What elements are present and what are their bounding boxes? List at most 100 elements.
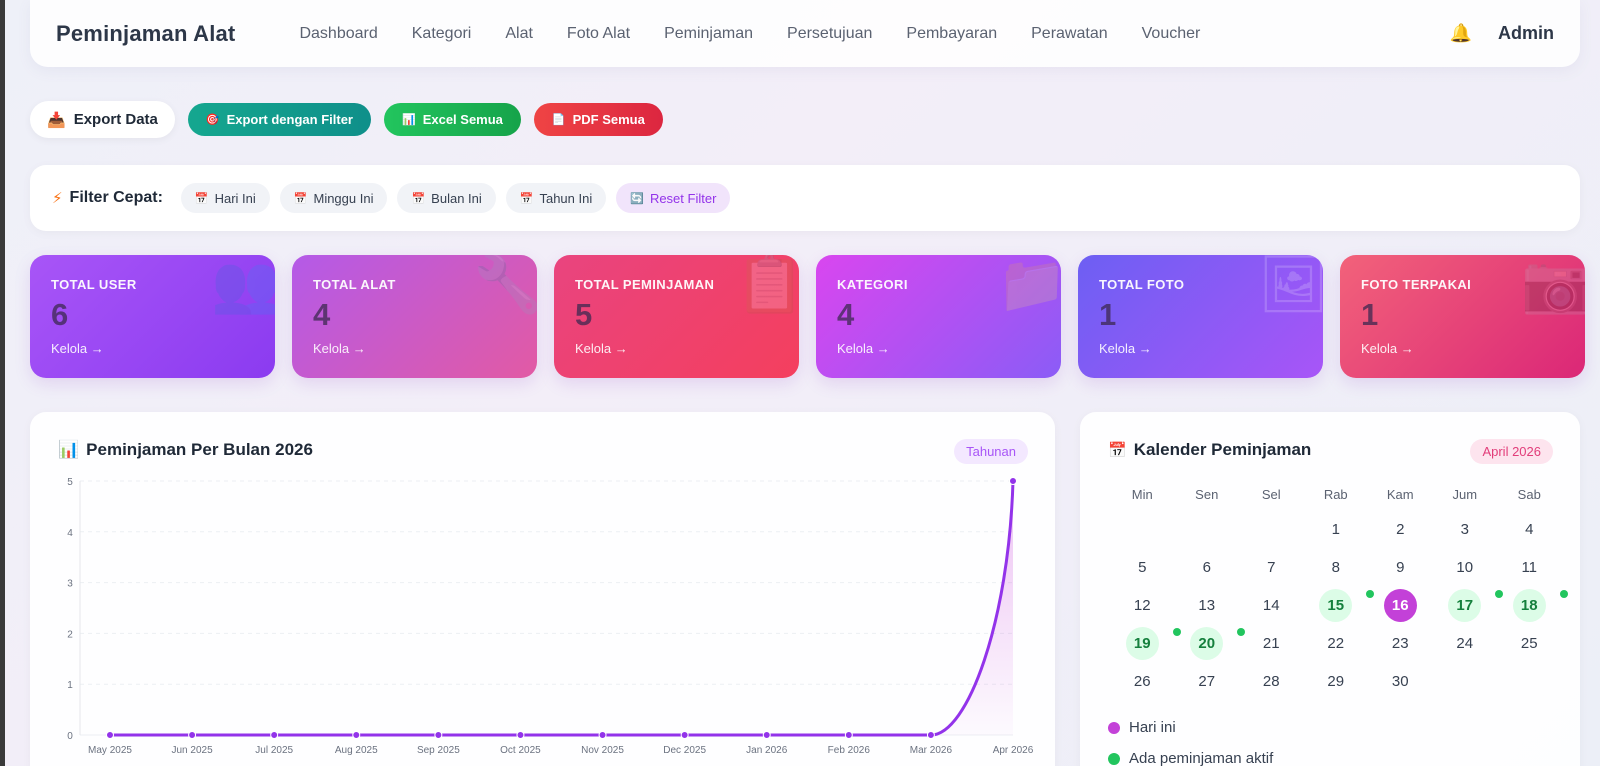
export-label: 📥 Export Data [30, 101, 175, 138]
calendar-day[interactable]: 28 [1239, 662, 1304, 700]
calendar-day[interactable]: 25 [1497, 624, 1562, 662]
y-tick-label: 1 [67, 680, 73, 691]
calendar-day[interactable]: 7 [1239, 548, 1304, 586]
loans-line-chart: 0 1 2 3 4 5 May 2025 Jun 2025 Jul 2025 Aug 2025 Se… [67, 477, 1034, 756]
calendar-day[interactable]: 11 [1497, 548, 1562, 586]
filter-chip-week[interactable]: 📅 Minggu Ini [279, 183, 388, 213]
nav-link-foto-alat[interactable]: Foto Alat [566, 24, 631, 42]
calendar-day[interactable]: 26 [1110, 662, 1175, 700]
card-manage-link[interactable]: Kelola → [313, 341, 366, 356]
calendar-icon: 📅 [1108, 442, 1127, 459]
stat-card-total-user[interactable]: 👥 TOTAL USER 6 Kelola → [30, 255, 275, 378]
card-label: TOTAL FOTO [1099, 277, 1185, 292]
calendar-day[interactable]: 10 [1433, 548, 1498, 586]
calendar-day-number: 3 [1460, 520, 1469, 538]
wrench-icon: 🔧 [473, 255, 537, 315]
calendar-day-number: 10 [1456, 558, 1474, 576]
filter-chip-month[interactable]: 📅 Bulan Ini [397, 183, 496, 213]
export-filter-label: Export dengan Filter [226, 112, 353, 127]
calendar-day[interactable]: 3 [1433, 510, 1498, 548]
nav-links: Dashboard Kategori Alat Foto Alat Peminj… [282, 25, 1217, 43]
calendar-day-today[interactable]: 16 [1368, 586, 1433, 624]
chart-period-badge[interactable]: Tahunan [954, 439, 1028, 464]
nav-link-dashboard[interactable]: Dashboard [299, 24, 378, 42]
x-tick-label: Jun 2025 [172, 745, 214, 756]
weekday-header: Jum [1452, 486, 1478, 502]
calendar-month-badge[interactable]: April 2026 [1470, 439, 1553, 464]
excel-all-button[interactable]: 📊 Excel Semua [383, 103, 521, 136]
calendar-day[interactable]: 15 [1304, 586, 1374, 624]
filter-chip-year[interactable]: 📅 Tahun Ini [505, 183, 607, 213]
reset-filter-label: Reset Filter [649, 190, 717, 206]
weekday-header: Sab [1517, 486, 1541, 502]
calendar-day-number: 20 [1190, 626, 1224, 660]
download-tray-icon: 📥 [47, 111, 66, 129]
nav-link-alat[interactable]: Alat [505, 24, 533, 42]
card-manage-link[interactable]: Kelola → [575, 341, 628, 356]
nav-link-pembayaran[interactable]: Pembayaran [906, 24, 998, 42]
nav-link-persetujuan[interactable]: Persetujuan [787, 24, 873, 42]
x-tick-label: Jul 2025 [255, 745, 293, 756]
calendar-day[interactable]: 14 [1239, 586, 1304, 624]
calendar-day[interactable]: 29 [1304, 662, 1369, 700]
export-filter-button[interactable]: 🎯 Export dengan Filter [187, 103, 371, 136]
calendar-day[interactable]: 5 [1110, 548, 1175, 586]
card-manage-link[interactable]: Kelola → [1361, 341, 1414, 356]
calendar-day[interactable]: 13 [1175, 586, 1240, 624]
calendar-day[interactable]: 19 [1110, 624, 1181, 662]
navbar: Peminjaman Alat Dashboard Kategori Alat … [30, 0, 1580, 67]
y-tick-label: 5 [67, 477, 73, 488]
calendar-day-number: 6 [1202, 558, 1211, 576]
card-manage-link[interactable]: Kelola → [837, 341, 890, 356]
calendar-day[interactable]: 23 [1368, 624, 1433, 662]
calendar-day-number: 27 [1198, 672, 1216, 690]
calendar-day-number: 24 [1456, 634, 1474, 652]
nav-link-peminjaman[interactable]: Peminjaman [664, 24, 754, 42]
calendar-day[interactable]: 20 [1175, 624, 1245, 662]
stat-card-total-foto[interactable]: 🖼 TOTAL FOTO 1 Kelola → [1078, 255, 1323, 378]
calendar-day[interactable]: 27 [1175, 662, 1240, 700]
nav-link-kategori[interactable]: Kategori [411, 24, 472, 42]
calendar-day[interactable]: 24 [1433, 624, 1498, 662]
stat-card-kategori[interactable]: 📁 KATEGORI 4 Kelola → [816, 255, 1061, 378]
y-tick-label: 2 [67, 629, 73, 640]
calendar-day-number: 18 [1512, 588, 1546, 622]
bell-icon[interactable]: 🔔 [1449, 23, 1472, 43]
calendar-day[interactable]: 22 [1304, 624, 1369, 662]
filter-chip-today[interactable]: 📅 Hari Ini [180, 183, 270, 213]
calendar-day[interactable]: 6 [1175, 548, 1240, 586]
calendar-day[interactable]: 1 [1304, 510, 1369, 548]
reset-filter-button[interactable]: 🔄 Reset Filter [616, 183, 731, 213]
active-loan-dot [1237, 628, 1245, 636]
calendar-day[interactable]: 21 [1239, 624, 1304, 662]
x-tick-label: Nov 2025 [581, 745, 624, 756]
stat-card-total-alat[interactable]: 🔧 TOTAL ALAT 4 Kelola → [292, 255, 537, 378]
nav-link-voucher[interactable]: Voucher [1141, 24, 1201, 42]
active-loan-dot [1495, 590, 1503, 598]
user-menu[interactable]: Admin [1498, 23, 1554, 43]
calendar-day[interactable]: 12 [1110, 586, 1175, 624]
card-manage-link[interactable]: Kelola → [51, 341, 104, 356]
weekday-header: Sel [1261, 486, 1281, 502]
stat-card-total-peminjaman[interactable]: 📋 TOTAL PEMINJAMAN 5 Kelola → [554, 255, 799, 378]
export-label-text: Export Data [73, 111, 158, 128]
pdf-all-button[interactable]: 📄 PDF Semua [533, 103, 663, 136]
calendar-day[interactable]: 17 [1433, 586, 1503, 624]
card-label: FOTO TERPAKAI [1361, 277, 1472, 292]
card-label: TOTAL ALAT [313, 277, 396, 292]
calendar-day-number: 23 [1391, 634, 1409, 652]
weekday-header: Min [1131, 486, 1153, 502]
card-manage-link[interactable]: Kelola → [1099, 341, 1152, 356]
calendar-day-number: 19 [1125, 626, 1159, 660]
calendar-icon: 📅 [194, 192, 209, 205]
calendar-day[interactable]: 9 [1368, 548, 1433, 586]
calendar-day[interactable]: 30 [1368, 662, 1433, 700]
stat-card-foto-terpakai[interactable]: 📷 FOTO TERPAKAI 1 Kelola → [1340, 255, 1585, 378]
data-point [680, 731, 689, 739]
calendar-day[interactable]: 18 [1497, 586, 1568, 624]
calendar-day[interactable]: 8 [1304, 548, 1369, 586]
calendar-day[interactable]: 4 [1497, 510, 1562, 548]
nav-link-perawatan[interactable]: Perawatan [1031, 24, 1108, 42]
calendar-day[interactable]: 2 [1368, 510, 1433, 548]
calendar-day-number: 4 [1525, 520, 1534, 538]
